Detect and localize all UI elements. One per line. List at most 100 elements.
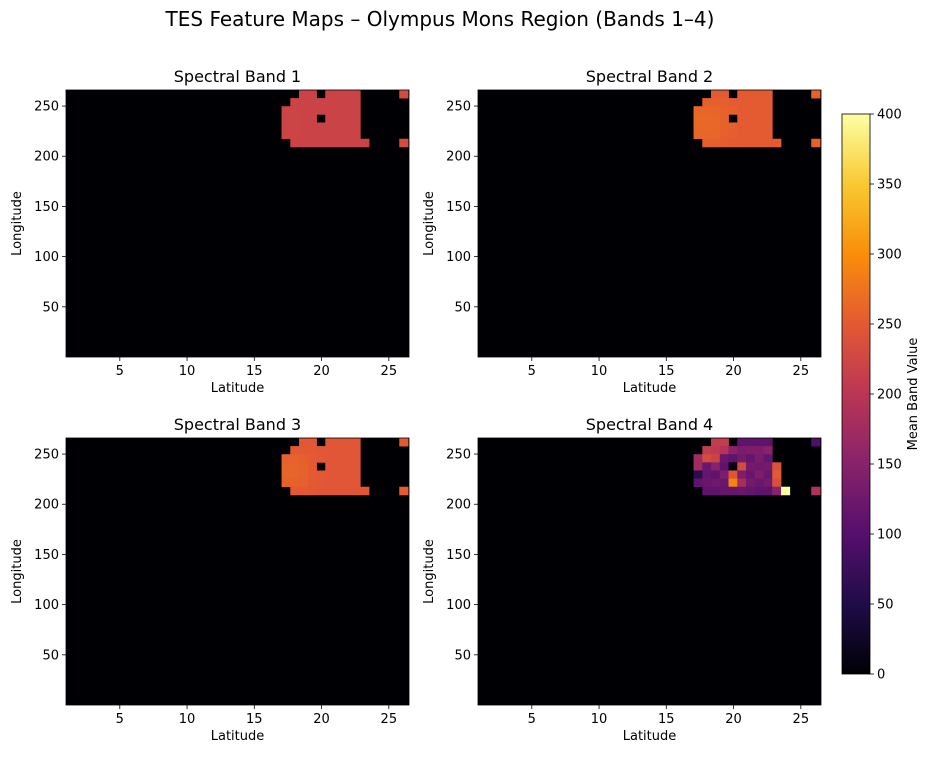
heatmap-cell: [693, 106, 703, 115]
panel-3: Spectral Band 3 5 10 15 20 25 50 100 150 200 250 La…: [10, 415, 410, 744]
heatmap-cell: [281, 122, 291, 131]
heatmap-cell: [693, 454, 703, 463]
heatmap-cell: [316, 138, 326, 148]
heatmap-cell: [702, 138, 712, 148]
heatmap-cell: [754, 478, 764, 488]
y-tick-label: 200: [446, 498, 471, 513]
heatmap-cell: [772, 478, 782, 488]
heatmap-cell: [746, 446, 756, 455]
colorbar-tick-label: 300: [877, 248, 902, 263]
heatmap-cell: [737, 114, 747, 123]
heatmap-cell: [351, 138, 361, 148]
heatmap-cell: [711, 90, 721, 99]
heatmap-cell: [290, 138, 300, 148]
heatmap-cell: [334, 462, 344, 471]
y-tick-label: 50: [454, 648, 471, 663]
heatmap-cell: [780, 486, 791, 496]
heatmap-cell: [737, 90, 747, 99]
heatmap-cell: [763, 470, 773, 479]
heatmap-cell: [351, 454, 361, 463]
heatmap-cell: [746, 438, 756, 447]
colorbar: 0 50 100 150 200 250 300 350 400 Mean Band Value: [841, 108, 921, 683]
heatmap-cell: [754, 98, 764, 107]
x-tick-label: 5: [116, 364, 124, 379]
heatmap-cell: [307, 462, 317, 471]
y-tick-label: 250: [446, 100, 471, 115]
heatmap-cell: [342, 122, 352, 131]
heatmap-cell: [719, 130, 729, 140]
heatmap-cell: [307, 122, 317, 131]
heatmap-cell: [290, 114, 300, 123]
heatmap-cell: [299, 130, 309, 140]
heatmap-cell: [754, 446, 764, 455]
heatmap-cell: [719, 486, 729, 496]
heatmap-cell: [763, 462, 773, 471]
heatmap-cell: [711, 138, 721, 148]
x-axis-label: Latitude: [623, 381, 677, 396]
heatmap-cell: [342, 438, 352, 447]
colorbar-tick-label: 400: [877, 108, 902, 123]
heatmap-cell: [763, 114, 773, 123]
heatmap-cell: [711, 486, 721, 496]
x-tick-label: 10: [591, 364, 608, 379]
x-tick-label: 15: [246, 712, 263, 727]
y-tick-label: 150: [34, 548, 59, 563]
heatmap-cell: [299, 446, 309, 455]
heatmap-cell: [693, 462, 703, 471]
heatmap-cell: [342, 138, 352, 148]
heatmap-cell: [746, 98, 756, 107]
heatmap-cell: [325, 130, 335, 140]
x-tick-label: 10: [179, 364, 196, 379]
heatmap-cell: [719, 122, 729, 131]
heatmap-cell: [754, 130, 764, 140]
heatmap-cell: [360, 138, 370, 148]
heatmap-cell: [763, 138, 773, 148]
heatmap-cell: [351, 122, 361, 131]
colorbar-tick-label: 250: [877, 318, 902, 333]
heatmap-cell: [307, 114, 317, 123]
colorbar-gradient: [841, 113, 871, 675]
heatmap-cells: [693, 438, 821, 496]
panel-title: Spectral Band 4: [586, 415, 713, 434]
heatmap-cell: [342, 454, 352, 463]
heatmap-cell: [351, 486, 361, 496]
heatmap-cell: [693, 478, 703, 488]
heatmap-cell: [307, 478, 317, 488]
panel-4: Spectral Band 4 5 10 15 20 25 50 100 150 200 250 La…: [422, 415, 822, 744]
heatmap-cell: [719, 478, 729, 488]
y-axis-label: Longitude: [10, 539, 25, 604]
panel-title: Spectral Band 1: [174, 67, 301, 86]
panel-1: Spectral Band 1 5 10 15 20 25 50 100 150 200 250 La…: [10, 67, 410, 396]
x-tick-label: 5: [528, 712, 536, 727]
heatmap-cell: [811, 438, 821, 447]
panels: Spectral Band 1 5 10 15 20 25 50 100 150 200 250 La…: [10, 67, 822, 744]
heatmap-cell: [342, 478, 352, 488]
heatmap-cell: [342, 462, 352, 471]
heatmap-cell: [307, 470, 317, 479]
x-tick-label: 15: [658, 364, 675, 379]
heatmap-cell: [763, 438, 773, 447]
heatmap-cell: [325, 98, 335, 107]
heatmap-cell: [763, 98, 773, 107]
heatmap-cells: [693, 90, 821, 148]
heatmap-cell: [351, 98, 361, 107]
heatmap-cell: [307, 454, 317, 463]
heatmap-cell: [746, 90, 756, 99]
heatmap-cell: [728, 98, 738, 107]
heatmap-cell: [711, 130, 721, 140]
heatmap-cell: [334, 138, 344, 148]
heatmap-cell: [693, 122, 703, 131]
heatmap-cell: [763, 90, 773, 99]
heatmap-cell: [342, 98, 352, 107]
heatmap-cell: [290, 454, 300, 463]
heatmap-cell: [737, 98, 747, 107]
heatmap-cell: [299, 138, 309, 148]
heatmap-cell: [290, 462, 300, 471]
colorbar-tick-label: 50: [877, 598, 894, 613]
heatmap-cell: [711, 122, 721, 131]
heatmap-cell: [719, 470, 729, 479]
heatmap-cell: [811, 138, 821, 148]
heatmap-cell: [746, 114, 756, 123]
heatmap-cell: [351, 462, 361, 471]
